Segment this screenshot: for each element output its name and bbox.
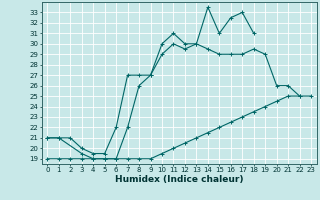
X-axis label: Humidex (Indice chaleur): Humidex (Indice chaleur) [115,175,244,184]
